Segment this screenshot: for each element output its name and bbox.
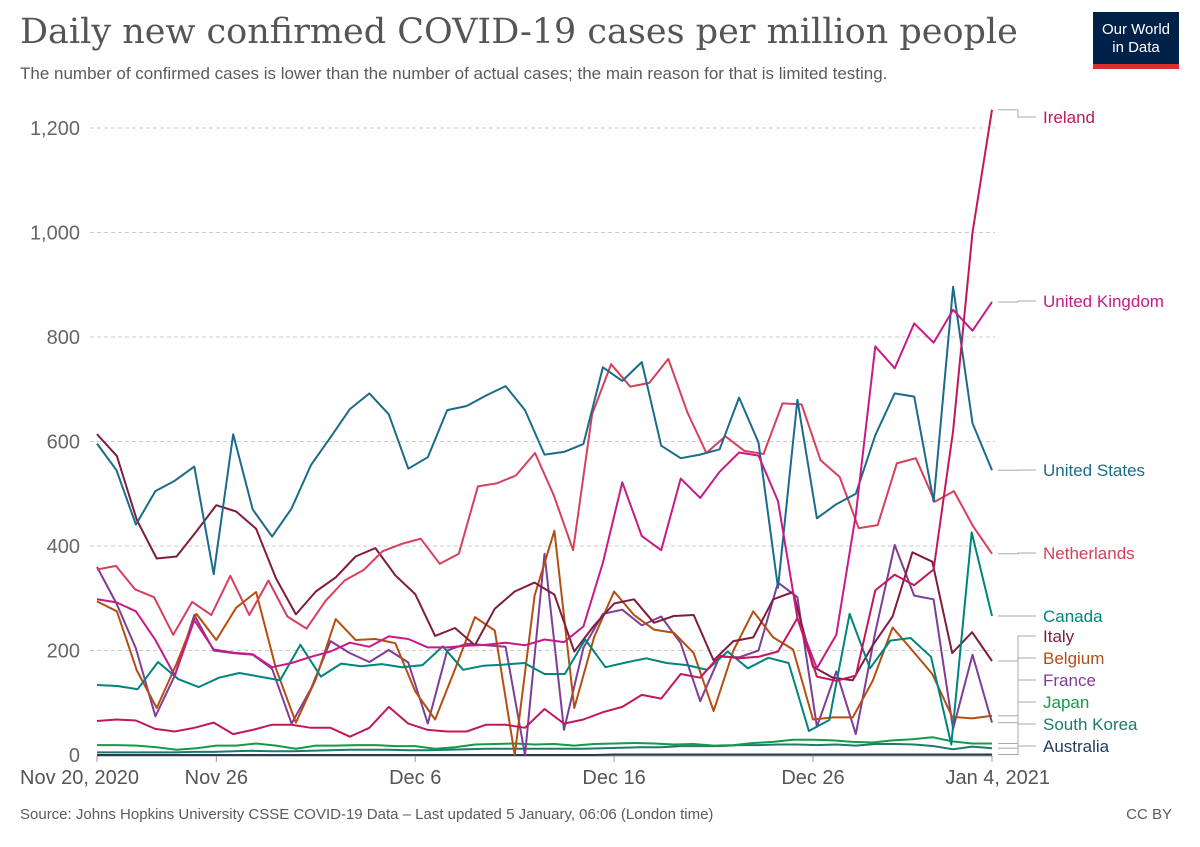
chart-title: Daily new confirmed COVID-19 cases per m… <box>20 12 1018 52</box>
series-label-japan: Japan <box>1043 693 1089 712</box>
y-tick-label: 600 <box>47 432 80 454</box>
leader-line-united-kingdom <box>998 300 1036 303</box>
y-tick-label: 400 <box>47 536 80 558</box>
series-line-ireland <box>96 109 993 738</box>
leader-line-ireland <box>998 109 1036 118</box>
series-label-united-kingdom: United Kingdom <box>1043 292 1164 311</box>
series-label-united-states: United States <box>1043 461 1145 480</box>
logo-line-1: Our World <box>1101 21 1171 38</box>
x-tick-label: Dec 6 <box>389 767 441 789</box>
series-label-france: France <box>1043 671 1096 690</box>
chart-subtitle: The number of confirmed cases is lower t… <box>20 64 888 83</box>
logo-line-2: in Data <box>1112 39 1160 56</box>
license-link[interactable]: CC BY <box>1126 806 1172 823</box>
series-label-canada: Canada <box>1043 607 1103 626</box>
series-line-united-states <box>96 285 993 589</box>
series-line-belgium <box>96 529 993 756</box>
series-line-japan <box>97 736 992 751</box>
x-tick-label: Nov 20, 2020 <box>20 767 139 789</box>
series-label-netherlands: Netherlands <box>1043 544 1135 563</box>
x-tick-label: Nov 26 <box>185 767 248 789</box>
series-label-australia: Australia <box>1043 737 1110 756</box>
series-line-australia <box>97 753 992 756</box>
series-line-canada <box>96 531 993 746</box>
y-tick-label: 800 <box>47 327 80 349</box>
series-label-ireland: Ireland <box>1043 108 1095 127</box>
leader-line-south-korea <box>998 723 1036 749</box>
owid-logo[interactable]: Our World in Data <box>1093 12 1179 69</box>
series-label-south-korea: South Korea <box>1043 715 1138 734</box>
leader-line-belgium <box>998 657 1036 717</box>
leader-line-italy <box>998 635 1036 662</box>
y-tick-label: 1,200 <box>30 118 80 140</box>
x-tick-label: Dec 26 <box>781 767 844 789</box>
series-line-netherlands <box>96 357 993 636</box>
y-tick-label: 200 <box>47 641 80 663</box>
x-tick-label: Jan 4, 2021 <box>945 767 1050 789</box>
x-tick-label: Dec 16 <box>582 767 645 789</box>
leader-line-netherlands <box>998 552 1036 555</box>
series-line-united-kingdom <box>96 301 993 677</box>
logo-accent-bar <box>1093 64 1179 69</box>
source-note: Source: Johns Hopkins University CSSE CO… <box>20 806 714 823</box>
series-line-south-korea <box>97 743 993 754</box>
line-chart: 0 200 400 600 800 1,000 1,200 Nov 20, 2020 Nov 2… <box>20 108 1164 789</box>
leader-line-japan <box>998 701 1036 744</box>
y-tick-label: 0 <box>69 745 80 767</box>
leader-line-australia <box>998 745 1036 755</box>
series-label-belgium: Belgium <box>1043 649 1104 668</box>
leader-line-france <box>998 679 1036 724</box>
series-label-italy: Italy <box>1043 627 1075 646</box>
y-tick-label: 1,000 <box>30 223 80 245</box>
